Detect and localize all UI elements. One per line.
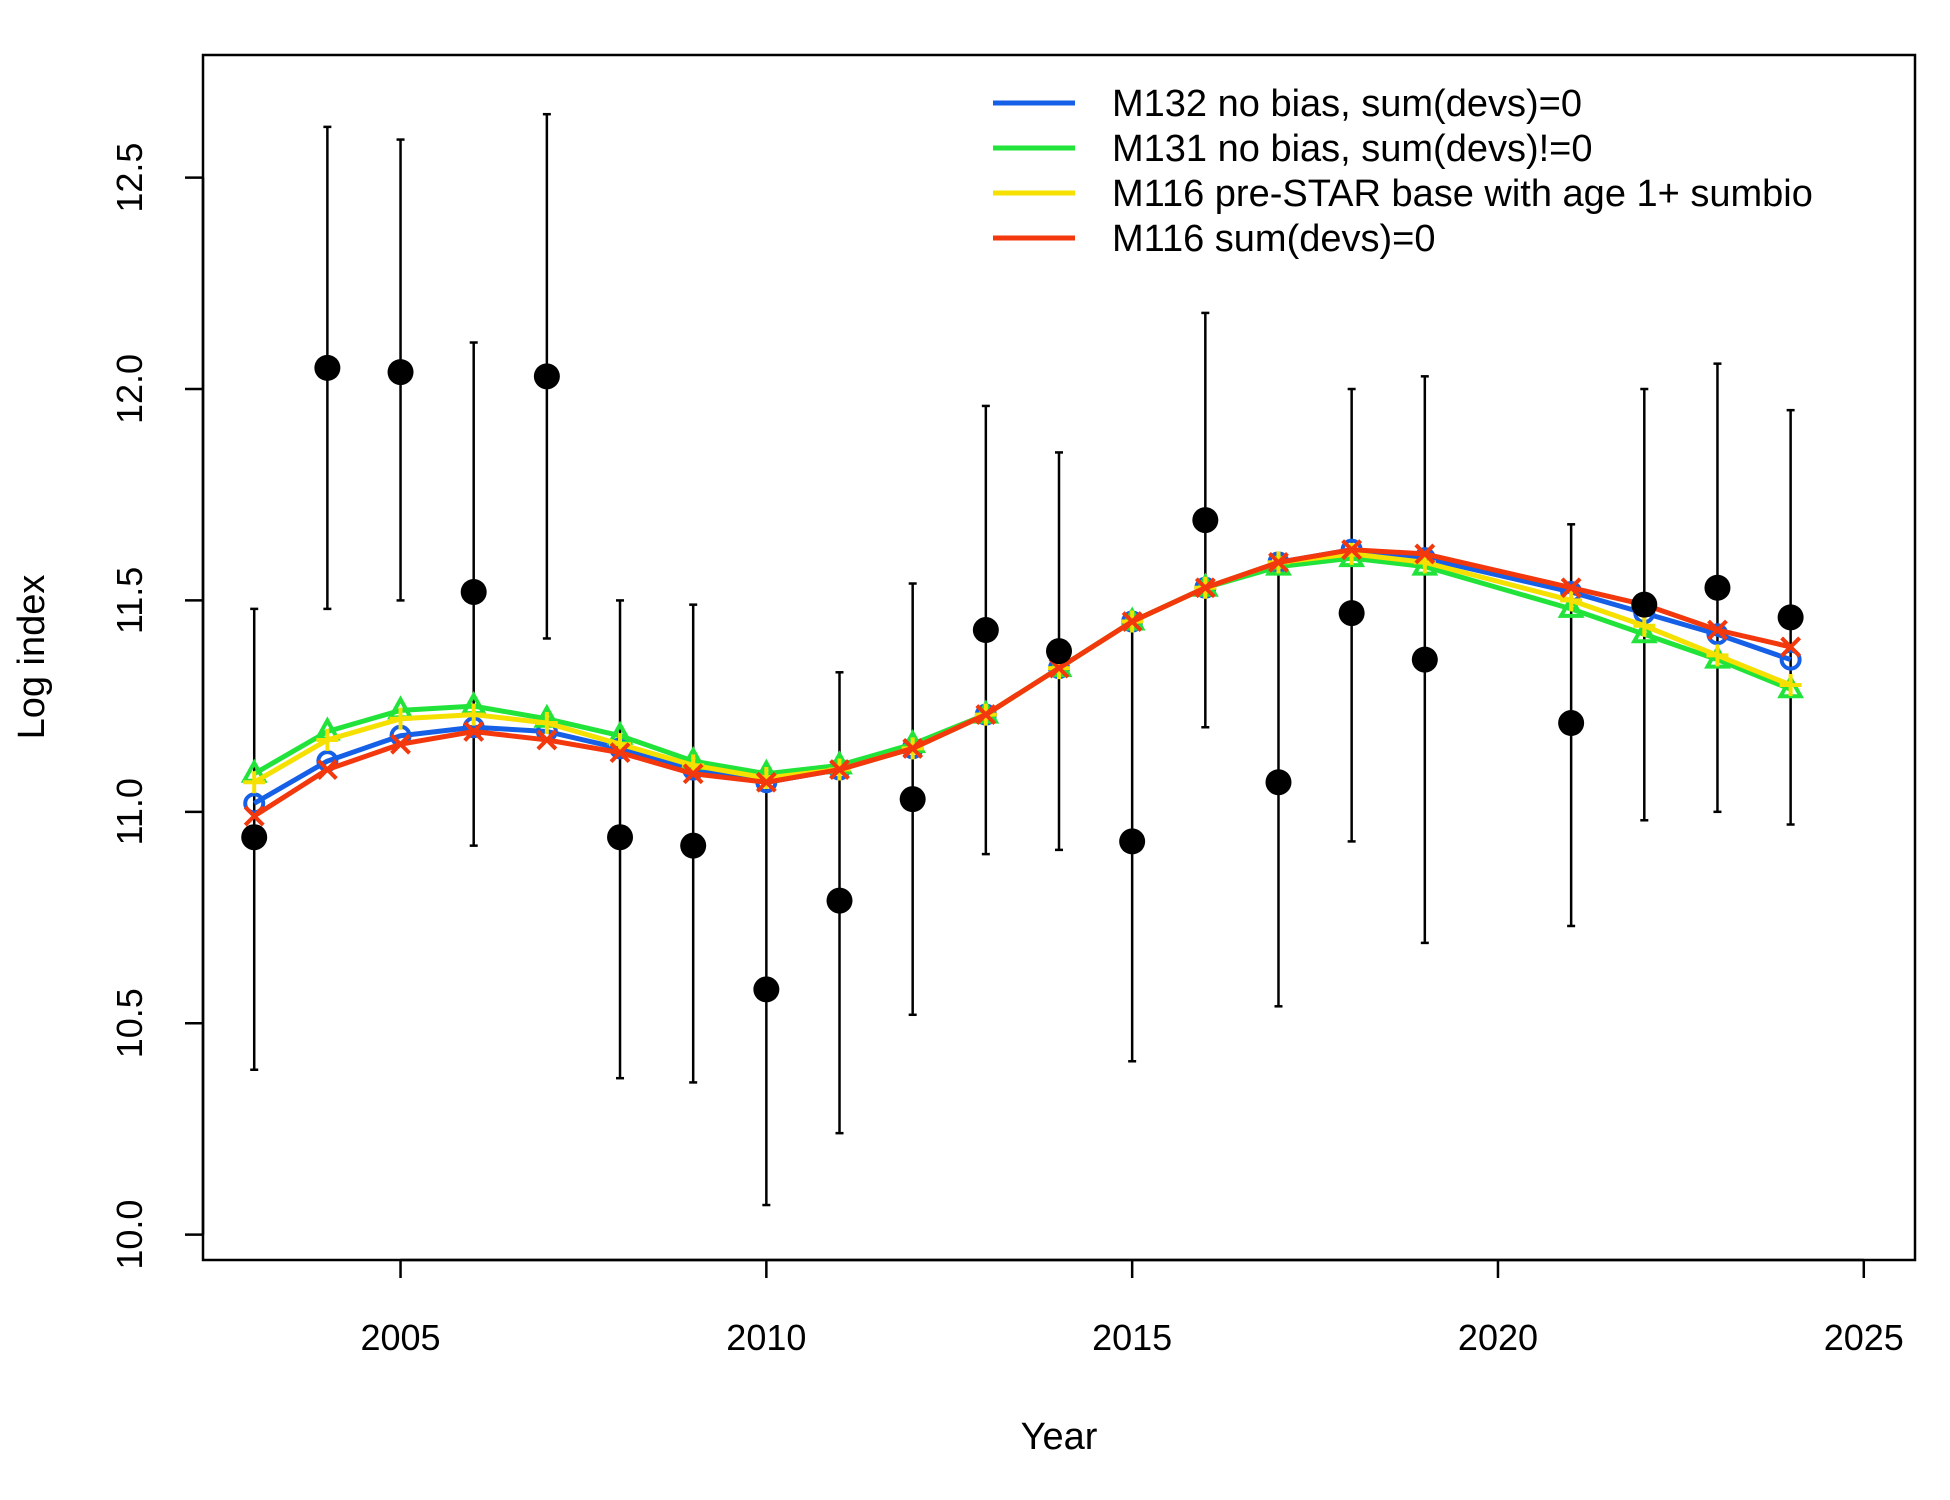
y-tick-label: 11.0	[109, 778, 150, 845]
point-marker	[390, 733, 411, 755]
point-marker	[1341, 539, 1363, 561]
legend-label: M116 sum(devs)=0	[1112, 218, 1435, 260]
legend-label: M131 no bias, sum(devs)!=0	[1112, 128, 1593, 170]
series-lines	[240, 538, 1805, 827]
legend-item-M116_sum: M116 sum(devs)=0	[993, 218, 1435, 260]
point-marker	[1121, 611, 1143, 632]
legend-item-M132: M132 no bias, sum(devs)=0	[993, 83, 1582, 125]
point-marker	[462, 703, 485, 726]
point-marker	[609, 742, 631, 764]
point-marker	[1706, 644, 1729, 667]
observed-point	[1046, 638, 1072, 665]
y-tick-label: 12.5	[109, 143, 150, 213]
point-marker	[316, 728, 339, 751]
observed-point	[972, 617, 999, 644]
x-tick-label: 2015	[1092, 1317, 1172, 1358]
observed-point	[899, 786, 926, 813]
observed-point	[1631, 591, 1658, 618]
point-marker	[755, 767, 778, 789]
x-tick-label: 2010	[726, 1317, 806, 1358]
observed-point	[607, 824, 634, 851]
point-marker	[829, 759, 850, 780]
y-tick-label: 11.5	[109, 567, 150, 634]
observed-point	[387, 359, 414, 386]
point-marker	[535, 712, 558, 735]
point-marker	[243, 805, 265, 827]
y-axis-label: Log index	[11, 575, 53, 740]
point-marker	[1414, 543, 1436, 565]
observed-point	[826, 887, 853, 914]
point-marker	[243, 771, 266, 794]
observed-point	[1119, 828, 1146, 855]
x-tick-label: 2020	[1458, 1317, 1538, 1358]
observed-point	[241, 824, 268, 851]
point-marker	[975, 704, 997, 725]
point-marker	[536, 729, 558, 751]
legend-label: M132 no bias, sum(devs)=0	[1112, 83, 1582, 125]
point-marker	[1194, 577, 1216, 599]
point-marker	[389, 707, 412, 730]
point-marker	[243, 792, 266, 815]
point-marker	[1560, 577, 1582, 599]
point-marker	[1340, 542, 1363, 565]
y-tick-label: 12.0	[109, 354, 150, 424]
x-tick-label: 2025	[1824, 1317, 1904, 1358]
point-marker	[1777, 674, 1805, 699]
point-marker	[1779, 648, 1802, 671]
point-marker	[1633, 614, 1656, 637]
y-tick-label: 10.5	[109, 988, 150, 1058]
y-axis: 10.0 10.5 11.0 11.5 12.0 12.5	[109, 143, 205, 1270]
point-marker	[463, 721, 485, 742]
point-marker	[682, 763, 704, 785]
observed-point	[1338, 600, 1365, 627]
legend-item-M116_base: M116 pre-STAR base with age 1+ sumbio	[993, 173, 1813, 215]
observed-point	[753, 976, 780, 1003]
observed-point	[1558, 710, 1585, 737]
observed-point	[460, 578, 487, 605]
observed-point	[1777, 604, 1804, 631]
point-marker	[1560, 589, 1583, 612]
point-marker	[902, 737, 924, 759]
point-marker	[755, 771, 777, 793]
observed-point	[533, 363, 560, 390]
point-marker	[1557, 593, 1585, 618]
point-marker	[1707, 619, 1728, 641]
point-marker	[1780, 636, 1802, 658]
observed-point	[1192, 507, 1219, 534]
observed-points	[241, 354, 1804, 1003]
y-tick-label: 10.0	[109, 1200, 150, 1270]
observed-point	[314, 354, 341, 381]
observed-point	[680, 832, 707, 859]
point-marker	[1268, 551, 1289, 573]
observed-point	[1704, 574, 1731, 601]
point-marker	[1630, 619, 1658, 644]
point-marker	[316, 759, 338, 780]
error-bars	[250, 112, 1795, 1207]
legend-item-M131: M131 no bias, sum(devs)!=0	[993, 128, 1593, 170]
legend-label: M116 pre-STAR base with age 1+ sumbio	[1112, 173, 1813, 215]
x-tick-label: 2005	[360, 1317, 440, 1358]
observed-point	[1411, 646, 1438, 673]
x-axis: 2005 2010 2015 2020 2025	[360, 1258, 1904, 1358]
x-axis-label: Year	[1021, 1416, 1098, 1458]
series-M116_sum	[243, 539, 1802, 827]
observed-point	[1265, 769, 1292, 796]
point-marker	[1779, 673, 1802, 696]
